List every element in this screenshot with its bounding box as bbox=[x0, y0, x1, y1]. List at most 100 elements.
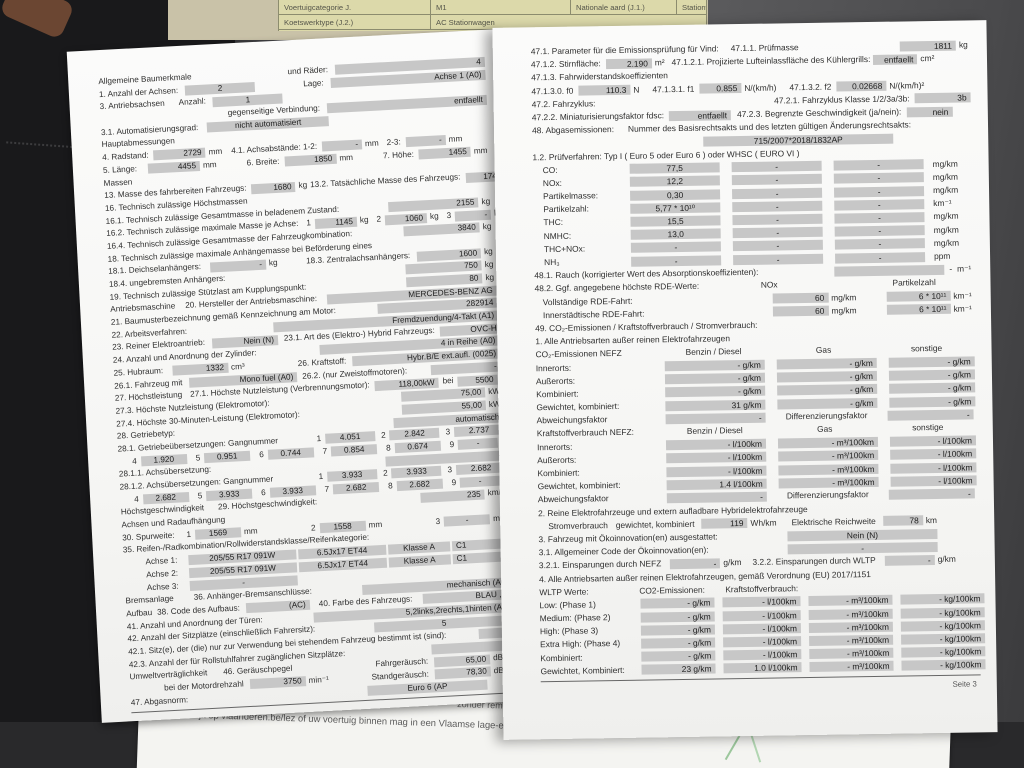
field-value: - g/km bbox=[664, 372, 766, 385]
column-header: Differenzierungsfaktor bbox=[786, 489, 869, 501]
field-value: - g/km bbox=[776, 371, 878, 383]
field-value: - kg/100km bbox=[901, 646, 986, 658]
field-label: 48.2. Ggf. angegebene höchste RDE-Werte: bbox=[534, 281, 700, 294]
field-value: - kg/100km bbox=[900, 620, 985, 632]
field-label: 3.1. Allgemeiner Code der Ökoinnovation(… bbox=[538, 544, 709, 558]
field-label: 3 bbox=[435, 516, 441, 526]
unit-label: kg bbox=[482, 221, 492, 232]
field-value: - bbox=[457, 437, 499, 450]
unit-label: mm bbox=[364, 138, 379, 149]
field-value: - bbox=[630, 241, 721, 254]
field-value: - l/100km bbox=[889, 435, 977, 447]
spacer bbox=[124, 563, 146, 564]
field-value: - bbox=[631, 254, 722, 267]
field-label: 47.1.3. Fahrwiderstandskoeffizienten bbox=[531, 70, 669, 83]
field-label: 47.1.3.1. f1 bbox=[652, 83, 695, 94]
field-label: CO2-Emissionen: bbox=[639, 584, 706, 596]
field-label: 8 bbox=[385, 442, 391, 453]
spacer bbox=[257, 350, 319, 353]
field-value: 0.744 bbox=[267, 447, 314, 460]
unit-label: N bbox=[633, 84, 640, 95]
field-value: - l/100km bbox=[666, 452, 767, 464]
spacer bbox=[292, 665, 375, 669]
field-label: 4. Radstand: bbox=[102, 150, 149, 163]
field-label: Achse 3: bbox=[146, 581, 179, 592]
field-value: - bbox=[459, 475, 501, 488]
spacer bbox=[532, 142, 702, 145]
field-value: - g/km bbox=[888, 356, 975, 368]
unit-label: m⁻¹ bbox=[957, 263, 972, 274]
field-value: 0.674 bbox=[394, 440, 441, 454]
field-label: 1 bbox=[186, 529, 192, 539]
field-value: 119 bbox=[701, 518, 748, 530]
spacer bbox=[261, 529, 311, 532]
spacer bbox=[758, 271, 833, 272]
field-value: - l/100km bbox=[723, 649, 802, 661]
field-value: - g/km bbox=[664, 359, 765, 372]
field-value: - g/km bbox=[777, 397, 878, 410]
field-value: 2.682 bbox=[332, 482, 380, 495]
field-label: 1 bbox=[318, 471, 324, 482]
spacer bbox=[446, 634, 477, 636]
spacer bbox=[809, 284, 869, 285]
field-value: 1145 bbox=[314, 216, 358, 229]
field-value: entfaellt bbox=[873, 54, 918, 65]
field-label: NMHC: bbox=[543, 230, 572, 241]
field-label: THC: bbox=[543, 217, 564, 228]
field-value: 0.855 bbox=[699, 83, 742, 94]
field-value: 6 * 10¹¹ bbox=[886, 290, 951, 302]
unit-label: mg/km bbox=[933, 211, 959, 222]
field-label: 7. Höhe: bbox=[382, 149, 415, 161]
field-label: gewichtet, kombiniert bbox=[615, 518, 695, 530]
field-value: Stationwagen bbox=[677, 0, 707, 15]
field-label: 3 bbox=[447, 465, 453, 475]
field-label: Partikelmasse: bbox=[543, 190, 599, 202]
field-value bbox=[834, 264, 945, 277]
field-label: 4 bbox=[131, 456, 138, 466]
field-label: - bbox=[949, 263, 953, 274]
unit-label: kg bbox=[298, 180, 308, 190]
spacer bbox=[300, 410, 401, 415]
field-label: 5 bbox=[195, 452, 201, 463]
field-value: - g/km bbox=[641, 637, 716, 649]
field-value: - g/km bbox=[889, 396, 976, 408]
spacer bbox=[270, 397, 401, 404]
spacer bbox=[281, 262, 307, 263]
field-label: 47.2. Fahrzyklus: bbox=[531, 98, 596, 110]
spacer bbox=[336, 309, 377, 311]
spacer bbox=[175, 307, 185, 308]
spacer bbox=[120, 500, 134, 501]
field-value: 3.933 bbox=[206, 488, 253, 502]
field-value: 78 bbox=[882, 515, 923, 527]
field-value: - bbox=[833, 172, 924, 185]
unit-label: N/(km/h) bbox=[744, 82, 777, 93]
field-label: Anzahl: bbox=[178, 96, 207, 108]
spacer bbox=[595, 101, 774, 104]
field-value: 1.920 bbox=[140, 454, 188, 467]
field-value: - l/100km bbox=[722, 609, 801, 622]
spacer bbox=[137, 169, 147, 170]
column-header: Benzin / Diesel bbox=[685, 346, 742, 358]
field-label: 1 bbox=[306, 218, 312, 228]
field-label: Nationale aard (J.1.) bbox=[571, 0, 677, 15]
field-value: - g/km bbox=[776, 358, 877, 370]
field-value: 3.933 bbox=[269, 485, 316, 498]
field-value: 23 g/km bbox=[641, 663, 716, 676]
unit-label: N/(km/h)² bbox=[889, 79, 925, 91]
field-label: 47. Abgasnorm: bbox=[130, 694, 189, 707]
field-value: - bbox=[834, 199, 925, 211]
spacer bbox=[174, 598, 194, 599]
spacer bbox=[165, 104, 179, 105]
spacer bbox=[633, 299, 772, 301]
field-value: - bbox=[454, 209, 492, 222]
field-value: - bbox=[670, 558, 721, 570]
field-value: - kg/100km bbox=[900, 593, 985, 606]
field-value: - m³/100km bbox=[808, 608, 893, 620]
field-value: 60 bbox=[772, 306, 829, 317]
field-value: 0,30 bbox=[630, 189, 721, 201]
field-value: - bbox=[884, 554, 935, 566]
field-value: 2.682 bbox=[396, 478, 443, 492]
unit-label: kg bbox=[429, 211, 439, 222]
field-value: - bbox=[834, 238, 925, 250]
spacer bbox=[263, 618, 313, 621]
